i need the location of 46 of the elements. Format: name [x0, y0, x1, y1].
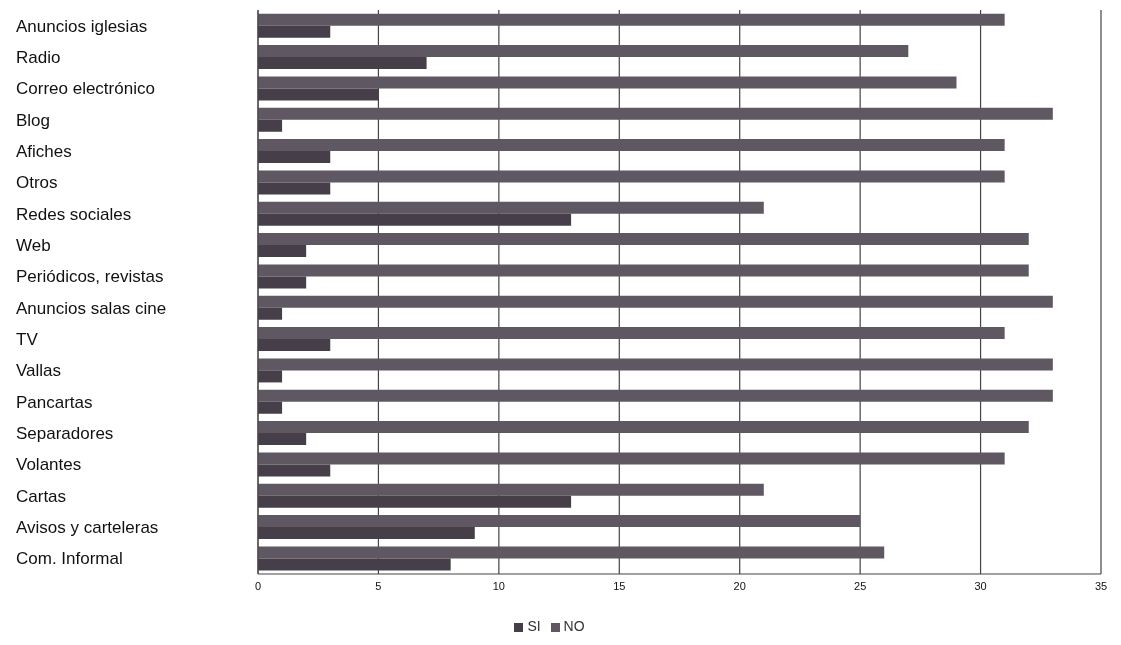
bar: [258, 515, 861, 528]
bar: [258, 170, 1005, 183]
y-tick-label: Blog: [16, 110, 51, 130]
y-tick-label: Radio: [16, 48, 61, 67]
y-tick-label: Afiches: [16, 142, 72, 161]
bar: [258, 264, 1029, 277]
x-tick-label: 15: [613, 579, 626, 592]
bar: [258, 45, 909, 58]
x-tick-label: 30: [974, 579, 987, 592]
bar: [258, 452, 1005, 465]
y-tick-label: Vallas: [16, 361, 62, 381]
bar: [258, 327, 1005, 340]
y-tick-label: Separadores: [16, 424, 114, 443]
x-tick-label: 10: [492, 579, 505, 592]
y-tick-label: Otros: [16, 173, 58, 193]
legend-label: NO: [563, 618, 585, 634]
y-tick-label: Cartas: [16, 486, 67, 506]
bar: [258, 546, 885, 559]
bar: [258, 76, 957, 89]
x-tick-label: 25: [854, 579, 867, 592]
legend-label: SI: [527, 618, 541, 634]
bar: [258, 107, 1053, 120]
bar: [258, 139, 1005, 152]
y-tick-label: Volantes: [16, 455, 82, 475]
y-tick-label: Periódicos, revistas: [16, 267, 164, 287]
bar: [258, 13, 1005, 26]
bar: [258, 358, 1053, 371]
bar: [258, 421, 1029, 434]
x-tick-label: 35: [1094, 579, 1108, 592]
y-tick-label: Pancartas: [16, 392, 93, 412]
y-tick-label: Web: [16, 236, 51, 255]
bar: [258, 483, 764, 496]
bar: [258, 201, 764, 214]
y-tick-label: Avisos y carteleras: [16, 518, 159, 537]
y-tick-label: Com. Informal: [16, 549, 123, 569]
y-tick-label: Anuncios iglesias: [16, 16, 148, 36]
y-tick-label: Redes sociales: [16, 204, 132, 224]
x-tick-label: 5: [375, 579, 382, 592]
y-tick-label: Correo electrónico: [16, 79, 155, 99]
bar: [258, 233, 1029, 246]
bar: [258, 389, 1053, 402]
bar: [258, 295, 1053, 308]
x-tick-label: 20: [733, 579, 746, 592]
y-tick-label: Anuncios salas cine: [16, 298, 167, 318]
y-tick-label: TV: [16, 330, 39, 349]
x-tick-label: 0: [254, 579, 262, 592]
